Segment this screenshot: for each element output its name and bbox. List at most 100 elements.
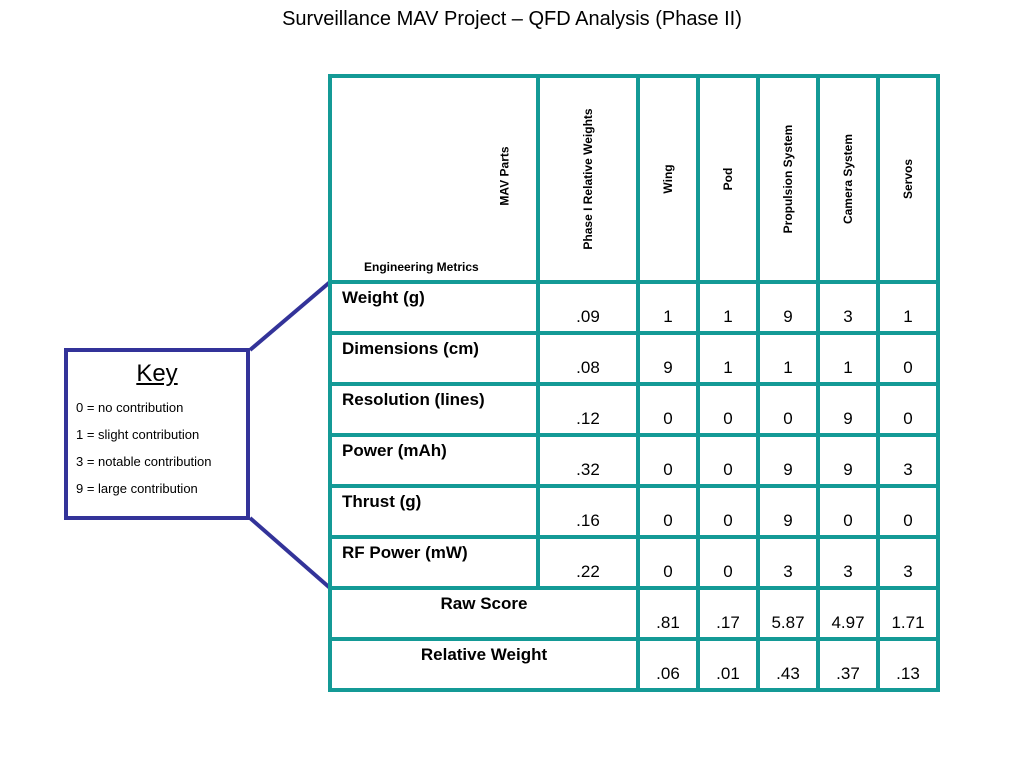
score-value: 0	[723, 511, 733, 530]
raw-score-label: Raw Score	[440, 594, 528, 613]
raw-score-value: 1.71	[891, 613, 925, 632]
score-cell: 0	[636, 535, 700, 590]
key-item: 9 = large contribution	[76, 481, 198, 496]
header-cell: Pod	[696, 74, 760, 284]
qfd-table: MAV Parts Engineering Metrics Phase I Re…	[328, 74, 940, 692]
weight-value: .09	[576, 307, 600, 326]
score-cell: 3	[756, 535, 820, 590]
score-cell: 1	[876, 280, 940, 335]
metric-cell: Power (mAh)	[328, 433, 540, 488]
score-cell: .81	[636, 586, 700, 641]
score-cell: 9	[816, 433, 880, 488]
metric-label: Dimensions (cm)	[342, 339, 479, 358]
header-cell: Servos	[876, 74, 940, 284]
score-cell: 3	[816, 535, 880, 590]
weight-cell: .08	[536, 331, 640, 386]
score-value: 9	[783, 307, 793, 326]
key-item: 1 = slight contribution	[76, 427, 200, 442]
weight-cell: .22	[536, 535, 640, 590]
score-value: 0	[723, 562, 733, 581]
score-value: 0	[903, 409, 913, 428]
score-value: 9	[663, 358, 673, 377]
score-value: 0	[663, 409, 673, 428]
score-value: 1	[783, 358, 793, 377]
metric-cell: Dimensions (cm)	[328, 331, 540, 386]
score-cell: 0	[696, 535, 760, 590]
score-value: 0	[903, 511, 913, 530]
score-value: 1	[843, 358, 853, 377]
header-cell: Propulsion System	[756, 74, 820, 284]
table-row: Dimensions (cm) .08 9 1 1 1 0	[328, 331, 940, 386]
score-value: 0	[663, 511, 673, 530]
table-row: Weight (g) .09 1 1 9 3 1	[328, 280, 940, 335]
weight-cell: .09	[536, 280, 640, 335]
header-row: MAV Parts Engineering Metrics Phase I Re…	[328, 74, 940, 284]
header-mav-parts: MAV Parts	[497, 146, 512, 206]
score-value: 0	[783, 409, 793, 428]
metric-label: Power (mAh)	[342, 441, 447, 460]
score-cell: 0	[636, 382, 700, 437]
score-cell: 1	[636, 280, 700, 335]
score-cell: .37	[816, 637, 880, 692]
relative-weight-value: .13	[896, 664, 920, 683]
header-label: Phase I Relative Weights	[581, 108, 595, 250]
score-cell: 0	[636, 433, 700, 488]
metric-cell: Thrust (g)	[328, 484, 540, 539]
header-cell: Phase I Relative Weights	[536, 74, 640, 284]
relative-weight-label-cell: Relative Weight	[328, 637, 640, 692]
weight-cell: .16	[536, 484, 640, 539]
header-label: Wing	[661, 164, 675, 194]
page-title: Surveillance MAV Project – QFD Analysis …	[282, 8, 742, 30]
score-cell: 0	[876, 331, 940, 386]
raw-score-value: 5.87	[771, 613, 805, 632]
score-cell: 3	[876, 535, 940, 590]
metric-label: Thrust (g)	[342, 492, 422, 511]
score-value: 3	[843, 307, 853, 326]
score-cell: 0	[696, 433, 760, 488]
header-corner-cell: MAV Parts Engineering Metrics	[328, 74, 540, 284]
score-cell: .43	[756, 637, 820, 692]
score-cell: 5.87	[756, 586, 820, 641]
score-cell: .17	[696, 586, 760, 641]
score-value: 9	[843, 409, 853, 428]
score-cell: .13	[876, 637, 940, 692]
score-value: 1	[723, 358, 733, 377]
header-label: Servos	[901, 158, 915, 200]
weight-cell: .12	[536, 382, 640, 437]
score-value: 0	[663, 460, 673, 479]
score-cell: 9	[636, 331, 700, 386]
score-cell: 0	[696, 382, 760, 437]
relative-weight-value: .43	[776, 664, 800, 683]
score-cell: 0	[816, 484, 880, 539]
score-cell: 3	[816, 280, 880, 335]
header-label: Camera System	[841, 133, 855, 225]
score-cell: 9	[756, 280, 820, 335]
weight-value: .32	[576, 460, 600, 479]
raw-score-value: .17	[716, 613, 740, 632]
header-engineering-metrics: Engineering Metrics	[364, 260, 479, 274]
raw-score-value: .81	[656, 613, 680, 632]
score-value: 0	[663, 562, 673, 581]
table-row: Thrust (g) .16 0 0 9 0 0	[328, 484, 940, 539]
score-cell: 9	[756, 433, 820, 488]
score-cell: 1.71	[876, 586, 940, 641]
table-row: Power (mAh) .32 0 0 9 9 3	[328, 433, 940, 488]
score-cell: .06	[636, 637, 700, 692]
header-label: Pod	[721, 167, 735, 191]
metric-label: RF Power (mW)	[342, 543, 468, 562]
score-value: 0	[843, 511, 853, 530]
relative-weight-value: .06	[656, 664, 680, 683]
score-value: 0	[903, 358, 913, 377]
score-value: 9	[843, 460, 853, 479]
weight-value: .08	[576, 358, 600, 377]
score-value: 9	[783, 460, 793, 479]
score-value: 1	[723, 307, 733, 326]
score-cell: 1	[696, 331, 760, 386]
score-value: 9	[783, 511, 793, 530]
weight-value: .22	[576, 562, 600, 581]
metric-cell: Resolution (lines)	[328, 382, 540, 437]
score-value: 1	[903, 307, 913, 326]
score-cell: 1	[696, 280, 760, 335]
weight-cell: .32	[536, 433, 640, 488]
